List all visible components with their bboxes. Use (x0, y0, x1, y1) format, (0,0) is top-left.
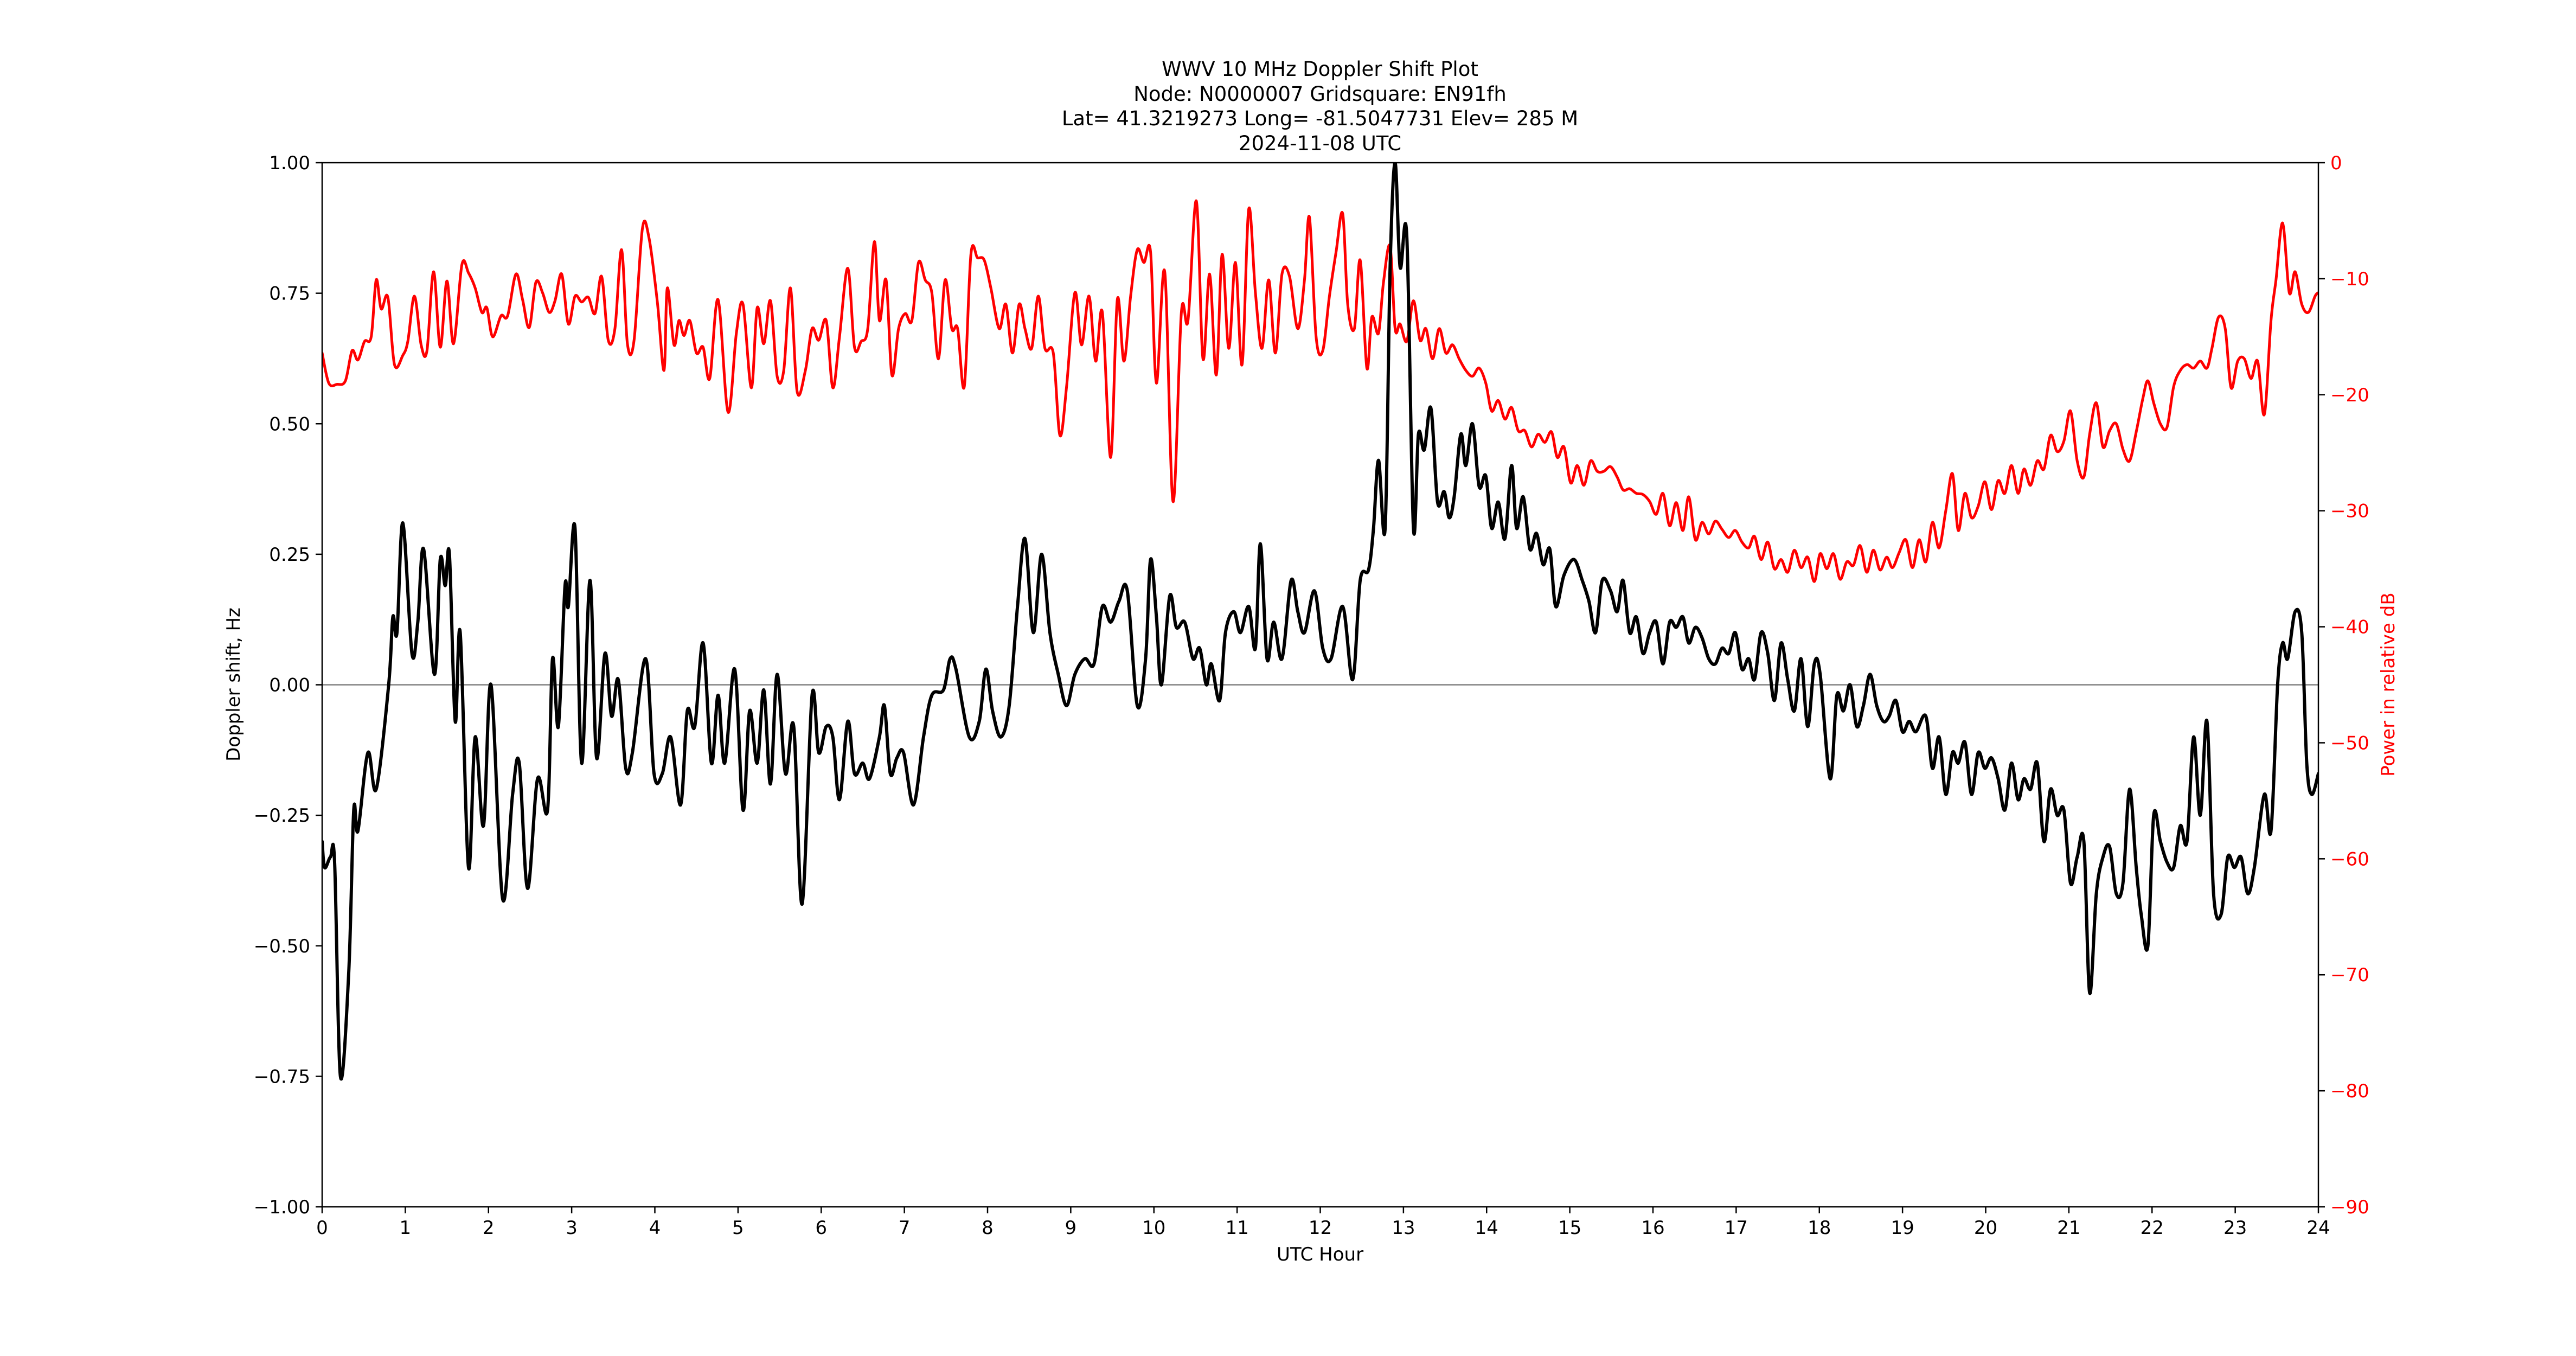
x-tick-label: 9 (1065, 1217, 1077, 1239)
x-axis: 0 1 2 3 4 5 6 7 8 9 10 11 12 13 14 15 16 17 18 19 20 21 22 23 24 (316, 1207, 2330, 1239)
y-left-tick-label: 0.50 (269, 413, 310, 435)
x-tick-label: 19 (1891, 1217, 1914, 1239)
y-left-tick-label: −1.00 (254, 1197, 310, 1218)
y-right-tick-label: −60 (2330, 848, 2369, 870)
x-tick-label: 4 (649, 1217, 661, 1239)
x-tick-label: 7 (899, 1217, 911, 1239)
y-right-tick-label: −40 (2330, 617, 2369, 638)
y-left-tick-label: 1.00 (269, 152, 310, 174)
y-left-tick-label: −0.50 (254, 936, 310, 957)
y-right-tick-label: −90 (2330, 1197, 2369, 1218)
x-tick-label: 5 (732, 1217, 744, 1239)
x-tick-label: 18 (1808, 1217, 1831, 1239)
x-tick-label: 3 (566, 1217, 578, 1239)
x-tick-label: 10 (1142, 1217, 1165, 1239)
y-right-tick-label: −70 (2330, 964, 2369, 986)
y-right-tick-label: 0 (2330, 152, 2342, 174)
x-tick-label: 2 (483, 1217, 495, 1239)
x-tick-label: 22 (2141, 1217, 2164, 1239)
x-tick-label: 16 (1641, 1217, 1664, 1239)
y-right-tick-label: −10 (2330, 268, 2369, 290)
y-right-tick-label: −20 (2330, 385, 2369, 406)
power-line (322, 200, 2318, 583)
x-tick-label: 14 (1475, 1217, 1498, 1239)
title-line-2: Node: N0000007 Gridsquare: EN91fh (1133, 82, 1507, 106)
x-tick-label: 23 (2223, 1217, 2247, 1239)
y-left-tick-label: 0.00 (269, 675, 310, 696)
y-left-tick-label: 0.25 (269, 544, 310, 566)
y-right-tick-label: −50 (2330, 732, 2369, 754)
y-right-tick-label: −30 (2330, 501, 2369, 522)
x-tick-label: 13 (1392, 1217, 1415, 1239)
x-tick-label: 17 (1725, 1217, 1748, 1239)
x-tick-label: 0 (316, 1217, 328, 1239)
x-tick-label: 24 (2306, 1217, 2330, 1239)
y-axis-left: 1.00 0.75 0.50 0.25 0.00 −0.25 −0.50 −0.75 −1.00 (254, 152, 322, 1218)
y-left-tick-label: 0.75 (269, 283, 310, 305)
x-tick-label: 21 (2057, 1217, 2080, 1239)
y-left-tick-label: −0.75 (254, 1066, 310, 1088)
title-line-1: WWV 10 MHz Doppler Shift Plot (1162, 57, 1478, 81)
y-axis-right-label: Power in relative dB (2378, 592, 2399, 776)
doppler-shift-line (322, 163, 2318, 1081)
y-left-tick-label: −0.25 (254, 805, 310, 827)
x-tick-label: 12 (1309, 1217, 1332, 1239)
title-line-4: 2024-11-08 UTC (1239, 132, 1401, 155)
y-axis-left-label: Doppler shift, Hz (223, 607, 245, 762)
y-axis-right: 0 −10 −20 −30 −40 −50 −60 −70 −80 −90 (2318, 152, 2369, 1218)
title-line-3: Lat= 41.3219273 Long= -81.5047731 Elev= … (1062, 107, 1578, 130)
x-tick-label: 8 (982, 1217, 994, 1239)
x-tick-label: 20 (1974, 1217, 1997, 1239)
y-right-tick-label: −80 (2330, 1080, 2369, 1102)
x-tick-label: 11 (1225, 1217, 1248, 1239)
x-axis-label: UTC Hour (1277, 1244, 1363, 1265)
x-tick-label: 6 (815, 1217, 827, 1239)
x-tick-label: 1 (400, 1217, 412, 1239)
chart-title: WWV 10 MHz Doppler Shift Plot Node: N000… (1062, 57, 1578, 155)
x-tick-label: 15 (1558, 1217, 1581, 1239)
